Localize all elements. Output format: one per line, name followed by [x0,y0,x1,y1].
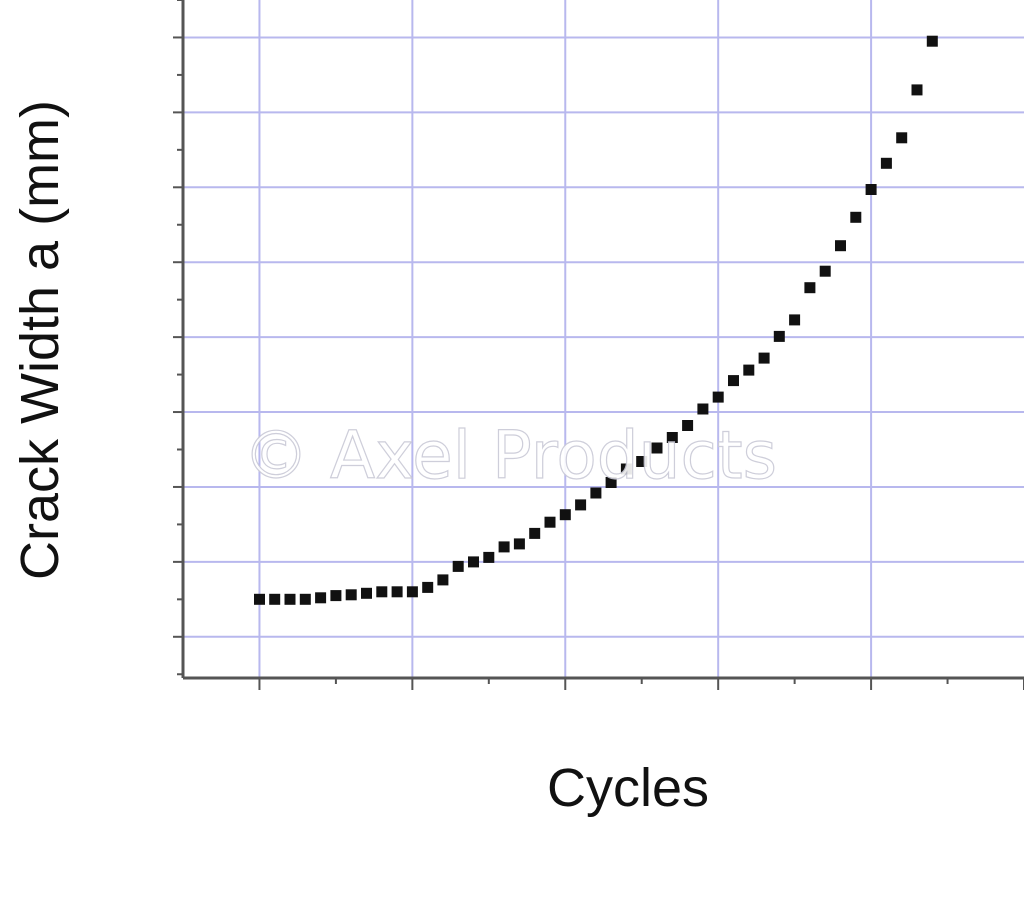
data-point [437,574,449,586]
data-point [483,551,495,563]
data-point [406,586,418,598]
data-point [269,593,281,605]
data-point [880,157,892,169]
data-point [758,352,770,364]
data-point [559,509,571,521]
data-point [666,432,678,443]
data-point [544,516,556,528]
data-point [452,560,464,572]
data-point [865,184,877,195]
data-point [391,586,403,598]
data-point [835,240,846,252]
x-axis-title: Cycles [547,758,709,818]
data-point [697,403,709,415]
watermark-text: © Axel Products [243,417,777,494]
data-point [636,456,648,467]
data-point [651,442,663,454]
data-point [315,592,327,604]
data-point [468,556,479,568]
data-point [773,330,785,342]
data-point [284,593,296,605]
data-point [804,282,816,294]
grid-lines [183,0,1024,678]
data-point [712,391,724,403]
data-point [911,84,923,96]
data-point [345,589,357,601]
data-point [590,487,602,499]
data-point [789,314,801,326]
data-point [605,477,617,488]
data-point [575,499,587,511]
data-point [926,35,938,47]
axes [173,0,1024,690]
data-point [422,581,434,593]
data-point [743,364,755,376]
data-point [819,265,831,277]
data-point [361,587,372,599]
data-point [620,463,632,475]
data-point [682,420,694,431]
data-point [529,527,541,539]
data-point [254,593,265,605]
data-point [728,375,739,387]
data-point [498,541,510,553]
data-point [896,132,908,144]
data-points [254,35,938,605]
data-point [376,586,388,598]
data-point [330,590,342,602]
data-point [513,538,525,550]
y-axis-title: Crack Width a (mm) [10,100,70,580]
data-point [299,593,311,605]
data-point [850,211,862,223]
